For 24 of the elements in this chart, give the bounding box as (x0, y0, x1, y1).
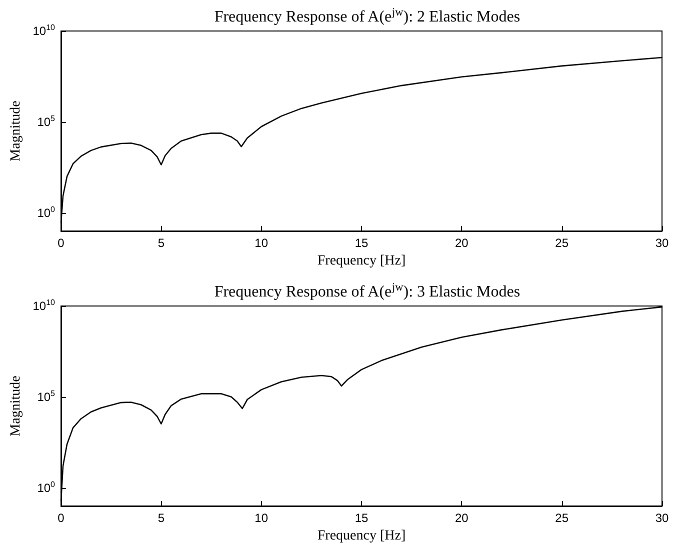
y-tick-label: 10$^{10}$ (32, 23, 55, 38)
x-tick-label: 20 (454, 236, 469, 250)
x-tick-label: 25 (555, 236, 569, 250)
x-tick-label: 0 (58, 511, 65, 525)
x-tick-label: 10 (254, 236, 268, 250)
x-axis-title: Frequency [Hz] (317, 528, 406, 544)
x-tick-label: 30 (655, 511, 669, 525)
x-axis-title: Frequency [Hz] (317, 253, 406, 268)
x-tick-label: 20 (454, 511, 469, 525)
x-tick-label: 0 (58, 236, 65, 250)
y-tick-label: 10$^{0}$ (36, 204, 55, 220)
y-tick-label: 10$^{10}$ (32, 298, 55, 313)
x-tick-label: 15 (354, 236, 368, 250)
x-tick-label: 25 (555, 511, 569, 525)
x-tick-label: 5 (158, 511, 165, 525)
x-tick-label: 30 (655, 236, 669, 250)
y-axis-title: Magnitude (8, 376, 24, 436)
x-tick-label: 10 (254, 511, 268, 525)
x-tick-label: 15 (354, 511, 368, 525)
y-axis-title: Magnitude (8, 100, 24, 162)
y-tick-label: 10$^{5}$ (37, 114, 55, 129)
x-tick-label: 5 (158, 236, 165, 250)
y-tick-label: 10$^{0}$ (36, 480, 55, 495)
y-tick-label: 10$^{5}$ (37, 388, 55, 404)
